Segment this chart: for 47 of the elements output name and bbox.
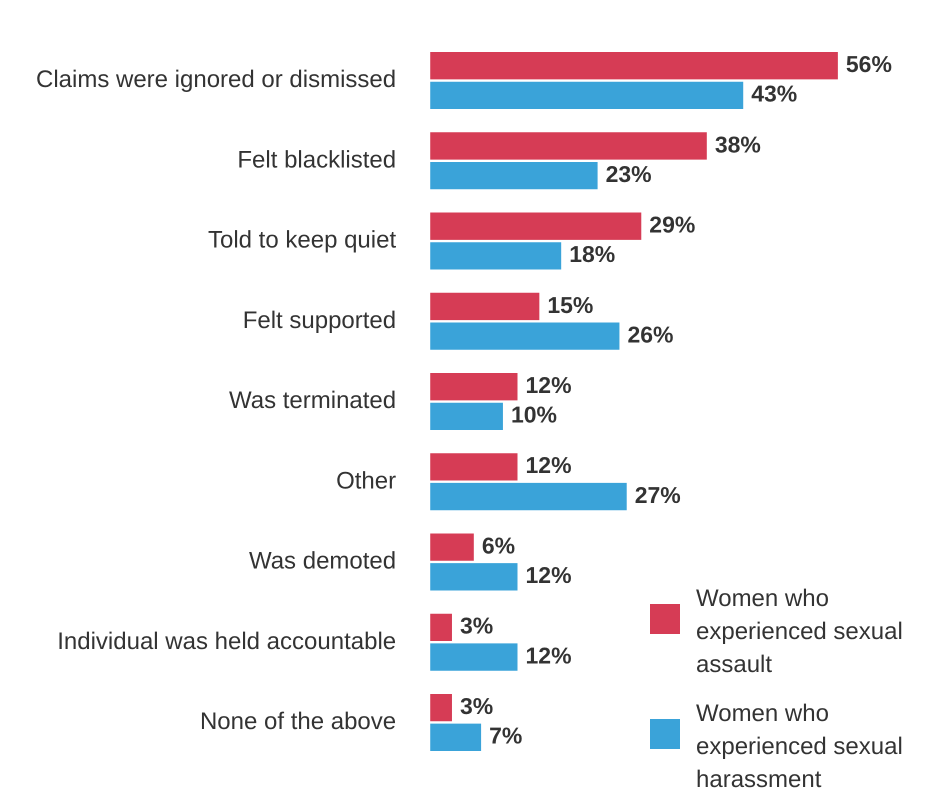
legend-label: Women who experienced sexual assault [696,584,904,680]
legend-label: Women who experienced sexual harassment [696,699,904,795]
data-label: 29% [649,212,696,238]
data-label: 18% [569,241,616,268]
y-tick-label: Was demoted [248,548,396,575]
data-label: 3% [460,612,494,639]
bar [430,533,474,561]
bar [430,643,518,671]
bar [430,482,627,510]
data-label: 12% [526,452,572,478]
data-label: 6% [482,532,516,558]
data-label: 12% [526,642,572,668]
bar [430,614,452,642]
data-label: 12% [526,562,572,588]
y-tick-label: Claims were ignored or dismissed [36,66,396,94]
y-tick-label: Other [336,467,396,494]
data-label: 12% [526,372,572,398]
data-label: 3% [460,692,494,719]
bar [430,563,518,590]
bar [430,402,503,430]
bar [430,52,838,80]
data-label: 56% [846,51,892,78]
data-label: 10% [510,402,557,428]
data-label: 38% [714,131,761,158]
bar [430,212,642,240]
data-label: 7% [489,722,522,749]
bar [430,694,452,722]
data-label: 23% [606,160,652,187]
y-tick-label: Told to keep quiet [208,226,396,254]
y-tick-label: Was terminated [228,387,396,414]
y-tick-label: Felt supported [242,306,396,334]
bar [430,292,540,320]
data-label: 26% [627,321,674,348]
y-tick-label: Felt blacklisted [237,146,396,174]
bar [430,453,518,481]
data-label: 15% [547,292,594,318]
bar [430,162,598,190]
data-label: 43% [751,80,798,107]
bar [430,724,482,751]
bar [430,322,620,350]
bar [430,372,518,400]
bar [430,132,707,160]
y-tick-label: None of the above [200,708,396,736]
y-tick-label: Individual was held accountable [57,628,396,655]
data-label: 27% [634,482,681,508]
bar [430,82,744,110]
bar [430,242,562,270]
